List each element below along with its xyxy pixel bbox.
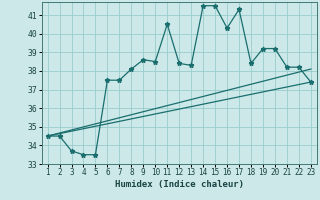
X-axis label: Humidex (Indice chaleur): Humidex (Indice chaleur) xyxy=(115,180,244,189)
